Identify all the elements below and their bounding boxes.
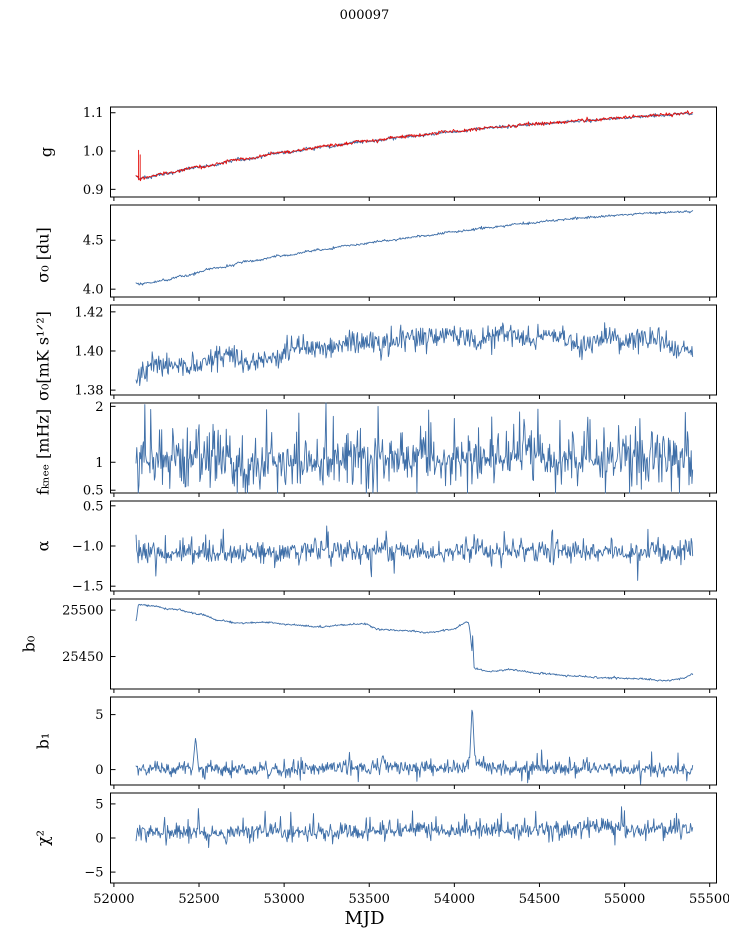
y-tick-label: −1.0 [72,540,104,555]
panel-b1: 05 [95,696,717,789]
svg-text:b₁: b₁ [34,733,53,750]
x-tick-label: 55000 [604,892,645,907]
series-gain-smoothed [135,111,694,181]
series-b1 [135,709,694,785]
panel-gain: 0.9 1.0 1.1 [83,106,717,201]
x-tick-label: 52000 [93,892,134,907]
panel-frame [110,696,717,786]
figure-title: 000097 [339,8,390,23]
y-tick-label: 1.42 [75,305,104,320]
svg-text:σ₀[mK s¹ᐟ²]: σ₀[mK s¹ᐟ²] [34,311,53,401]
panel-alpha: −1.5 −1.0 0.5 [72,499,717,595]
y-tick-label: 1 [95,456,103,471]
panel-frame [110,402,717,494]
y-axis-label: α [34,540,53,551]
y-tick-label: 1.0 [83,145,104,160]
panel-chi2: −5 0 5 52000 52500 53000 53500 54000 54500 55000 5… [84,792,729,907]
y-tick-label: 4.5 [83,234,104,249]
y-tick-label: 25450 [62,650,103,665]
y-axis-label: χ² [34,830,53,846]
panel-sigma0-mk: 1.38 1.40 1.42 [75,304,717,399]
series-sigma0-mk [135,322,694,387]
svg-text:fₖₙₑₑ [mHz]: fₖₙₑₑ [mHz] [34,409,53,495]
y-tick-label: −1.5 [72,580,104,595]
x-axis-label: MJD [344,908,385,929]
x-tick-label: 54500 [519,892,560,907]
y-tick-label: −5 [84,866,103,881]
series-alpha [135,525,694,581]
y-tick-label: 0.5 [83,484,104,499]
svg-text:σ₀ [du]: σ₀ [du] [34,227,53,282]
x-tick-label: 55500 [689,892,729,907]
series-sigma0-du [135,210,694,286]
svg-text:χ²: χ² [34,830,53,846]
y-tick-label: 5 [95,708,103,723]
panel-b0: 25450 25500 [62,598,717,693]
x-tick-label: 54000 [434,892,475,907]
series-chi2 [135,806,694,848]
y-tick-label: 0 [95,763,103,778]
y-axis-label: g [37,147,56,157]
x-tick-label: 52500 [178,892,219,907]
y-axis-label: b₁ [34,733,53,750]
y-tick-label: 5 [95,797,103,812]
panel-fknee: 0.5 1 2 [83,400,717,499]
y-tick-label: 1.1 [83,106,104,121]
panel-frame [110,304,717,396]
y-tick-label: 0.9 [83,183,104,198]
panel-frame [110,598,717,690]
y-axis-label: σ₀ [du] [34,227,53,282]
panel-frame [110,204,717,298]
y-tick-label: 25500 [62,604,103,619]
svg-text:g: g [37,147,56,157]
y-tick-label: 2 [95,400,103,415]
y-tick-label: 0 [95,832,103,847]
x-tick-label: 53500 [349,892,390,907]
panel-frame [110,106,717,198]
series-b0 [135,603,694,682]
y-axis-label: b₀ [20,636,39,653]
y-tick-label: 4.0 [83,283,104,298]
x-tick-label: 53000 [263,892,304,907]
svg-text:b₀: b₀ [20,636,39,653]
series-gain-model [135,110,694,182]
series-fknee [135,402,694,494]
svg-text:α: α [34,540,53,551]
y-tick-label: 0.5 [83,499,104,514]
y-axis-label: fₖₙₑₑ [mHz] [34,409,53,495]
panel-frame [110,500,717,592]
panel-sigma0-du: 4.0 4.5 [83,204,717,301]
y-tick-label: 1.40 [75,344,104,359]
y-axis-label: σ₀[mK s¹ᐟ²] [34,311,53,401]
y-tick-label: 1.38 [75,384,104,399]
